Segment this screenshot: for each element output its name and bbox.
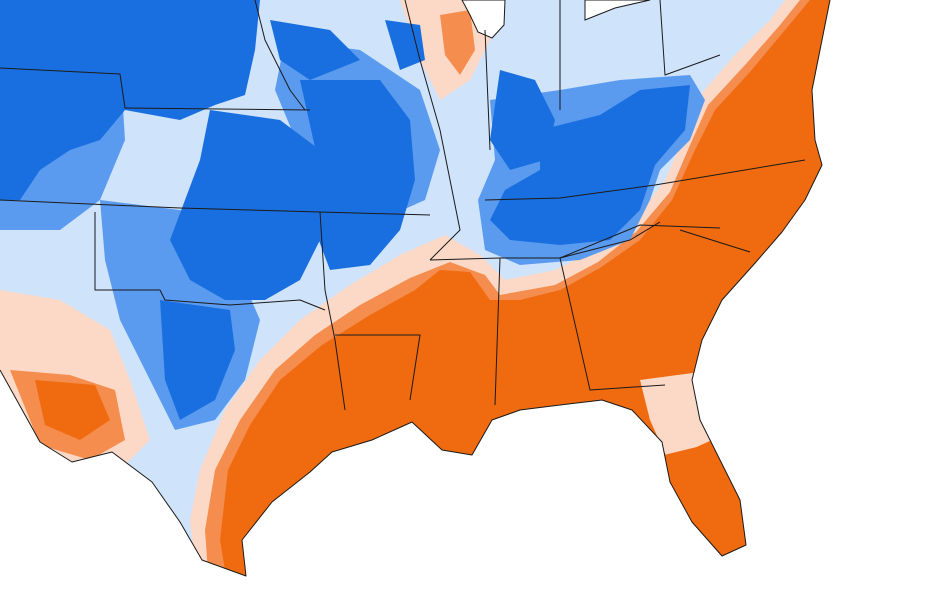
dark-blue-north-texas <box>160 300 235 420</box>
dark-blue-iowa <box>270 20 360 80</box>
mid-orange-illinois <box>440 10 475 75</box>
border <box>0 67 311 111</box>
dark-orange-texas <box>35 380 110 440</box>
border <box>94 212 326 311</box>
border <box>254 0 461 261</box>
dark-blue-patch <box>385 20 425 70</box>
dark-blue-tennessee <box>490 85 690 245</box>
border <box>559 224 751 259</box>
border <box>0 199 431 216</box>
lake-michigan <box>461 0 506 39</box>
dark-blue-kansas <box>170 110 330 300</box>
dark-blue-indiana <box>490 70 555 170</box>
border <box>484 0 721 151</box>
lake-erie <box>584 0 651 21</box>
border <box>335 334 421 401</box>
border <box>484 159 806 201</box>
dark-blue-missouri <box>300 80 415 270</box>
peach-florida <box>640 372 712 460</box>
border <box>319 211 346 411</box>
border <box>494 257 666 406</box>
dark-blue-nebraska <box>80 10 245 95</box>
coastline <box>0 0 831 577</box>
state-borders <box>0 0 806 411</box>
